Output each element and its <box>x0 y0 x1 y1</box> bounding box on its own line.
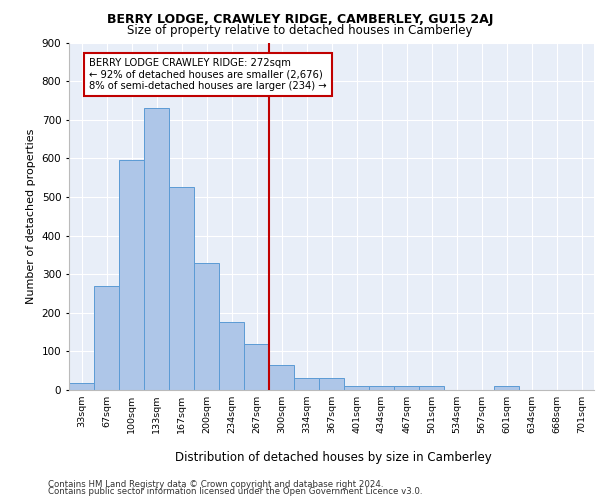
Bar <box>494 386 519 390</box>
Y-axis label: Number of detached properties: Number of detached properties <box>26 128 36 304</box>
Text: BERRY LODGE, CRAWLEY RIDGE, CAMBERLEY, GU15 2AJ: BERRY LODGE, CRAWLEY RIDGE, CAMBERLEY, G… <box>107 12 493 26</box>
Bar <box>94 286 119 390</box>
Text: BERRY LODGE CRAWLEY RIDGE: 272sqm
← 92% of detached houses are smaller (2,676)
8: BERRY LODGE CRAWLEY RIDGE: 272sqm ← 92% … <box>89 58 326 91</box>
Text: Distribution of detached houses by size in Camberley: Distribution of detached houses by size … <box>175 451 491 464</box>
Bar <box>144 108 169 390</box>
Bar <box>219 322 244 390</box>
Bar <box>69 383 94 390</box>
Bar <box>244 344 269 390</box>
Text: Contains public sector information licensed under the Open Government Licence v3: Contains public sector information licen… <box>48 487 422 496</box>
Bar <box>169 188 194 390</box>
Bar <box>319 378 344 390</box>
Bar <box>394 386 419 390</box>
Text: Contains HM Land Registry data © Crown copyright and database right 2024.: Contains HM Land Registry data © Crown c… <box>48 480 383 489</box>
Bar <box>269 365 294 390</box>
Bar <box>294 378 319 390</box>
Bar <box>369 386 394 390</box>
Text: Size of property relative to detached houses in Camberley: Size of property relative to detached ho… <box>127 24 473 37</box>
Bar <box>119 160 144 390</box>
Bar <box>194 262 219 390</box>
Bar <box>344 386 369 390</box>
Bar <box>419 386 444 390</box>
